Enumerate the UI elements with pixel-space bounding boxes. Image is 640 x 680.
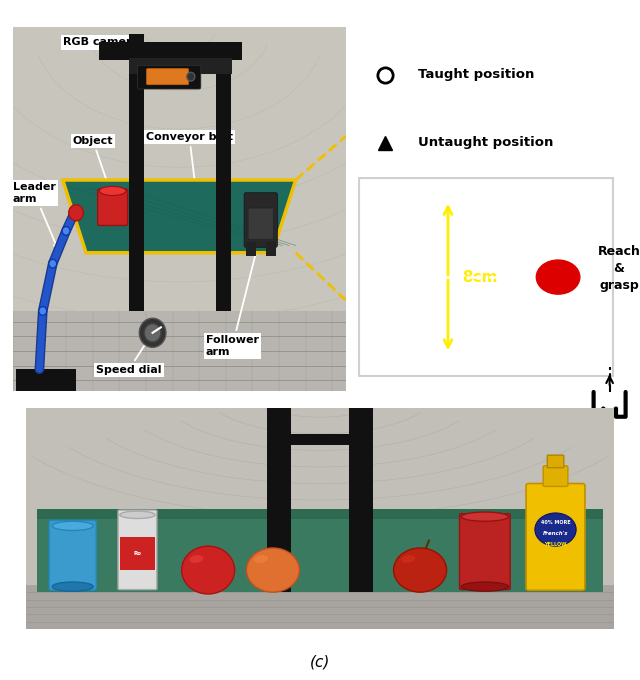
Ellipse shape [189,555,204,563]
Bar [267,434,373,445]
Text: YELLOW: YELLOW [544,542,567,547]
Circle shape [62,226,70,235]
Text: (a): (a) [168,428,190,443]
Bar [37,509,603,518]
Text: French's: French's [543,530,568,536]
Bar [37,511,603,592]
Circle shape [536,260,580,294]
Text: Object: Object [73,135,113,194]
Polygon shape [509,270,525,284]
Text: C: C [376,269,387,285]
Ellipse shape [254,555,268,563]
FancyBboxPatch shape [98,189,127,226]
Ellipse shape [246,548,300,592]
Ellipse shape [461,512,508,522]
Text: A: A [376,193,387,208]
Polygon shape [63,180,296,253]
Bar [267,408,291,592]
Circle shape [68,205,83,221]
Text: Ro: Ro [134,551,141,556]
Bar [266,242,276,256]
Bar [120,537,155,570]
Text: Taught position: Taught position [417,68,534,82]
Bar [246,242,256,256]
FancyBboxPatch shape [526,483,585,590]
FancyBboxPatch shape [138,65,201,89]
Text: Follower
arm: Follower arm [206,232,262,356]
Ellipse shape [52,522,93,530]
FancyBboxPatch shape [547,455,564,468]
Bar [129,35,144,311]
Text: Untaught position: Untaught position [417,136,553,150]
Circle shape [140,318,166,347]
Bar [16,369,76,391]
Ellipse shape [52,582,93,591]
FancyBboxPatch shape [248,208,273,239]
Text: Speed dial: Speed dial [96,337,161,375]
Text: Move: Move [441,232,491,250]
Text: B: B [376,231,387,246]
FancyBboxPatch shape [543,466,568,486]
Ellipse shape [394,548,447,592]
Bar [129,58,232,75]
Text: E: E [376,346,387,361]
Circle shape [49,259,57,268]
Ellipse shape [535,513,576,546]
Ellipse shape [461,582,508,591]
FancyBboxPatch shape [244,192,277,248]
Ellipse shape [401,555,415,563]
Ellipse shape [120,511,155,518]
Text: D: D [375,308,388,323]
Ellipse shape [182,546,235,594]
Bar [349,408,373,592]
FancyBboxPatch shape [460,513,510,590]
Text: Leader
arm: Leader arm [13,182,58,248]
Text: (c): (c) [310,655,330,670]
Text: RGB camera: RGB camera [63,37,165,80]
Text: Conveyor belt: Conveyor belt [146,132,233,186]
Bar [216,56,231,311]
Circle shape [187,72,195,81]
FancyBboxPatch shape [49,520,96,590]
Text: 8cm: 8cm [462,269,497,285]
Bar [99,41,243,60]
Circle shape [39,307,47,316]
Bar [13,311,346,391]
FancyBboxPatch shape [147,69,189,85]
Text: 40% MORE: 40% MORE [541,520,570,525]
Circle shape [144,324,161,342]
Bar [26,585,614,629]
Text: Reach
&
grasp: Reach & grasp [598,245,640,292]
Ellipse shape [99,186,126,195]
FancyBboxPatch shape [118,510,157,590]
